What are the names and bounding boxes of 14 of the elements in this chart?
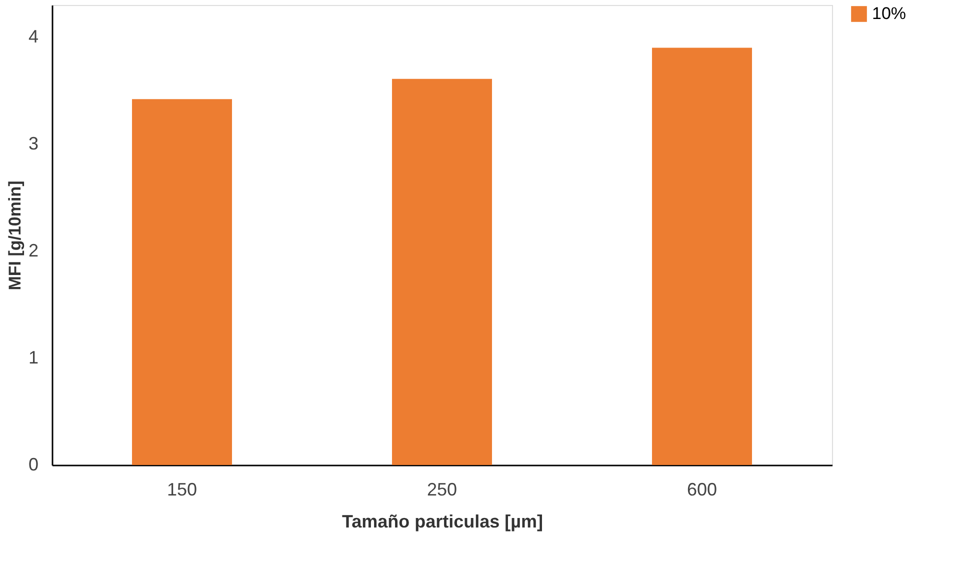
y-tick-label: 2	[28, 240, 38, 261]
x-axis-title: Tamaño particulas [µm]	[342, 512, 544, 532]
bar	[392, 78, 492, 465]
bar	[652, 48, 752, 465]
legend-label: 10%	[872, 4, 906, 23]
x-tick-label: 600	[686, 480, 718, 500]
y-tick-label: 0	[28, 454, 38, 474]
y-tick-label: 3	[28, 134, 38, 154]
y-axis-title: MFI [g/10min]	[5, 180, 24, 290]
x-tick-label: 150	[166, 480, 198, 500]
y-tick-label: 1	[28, 348, 38, 368]
x-tick-label: 250	[426, 480, 458, 500]
y-tick-label: 4	[28, 26, 38, 47]
bar	[132, 99, 232, 465]
